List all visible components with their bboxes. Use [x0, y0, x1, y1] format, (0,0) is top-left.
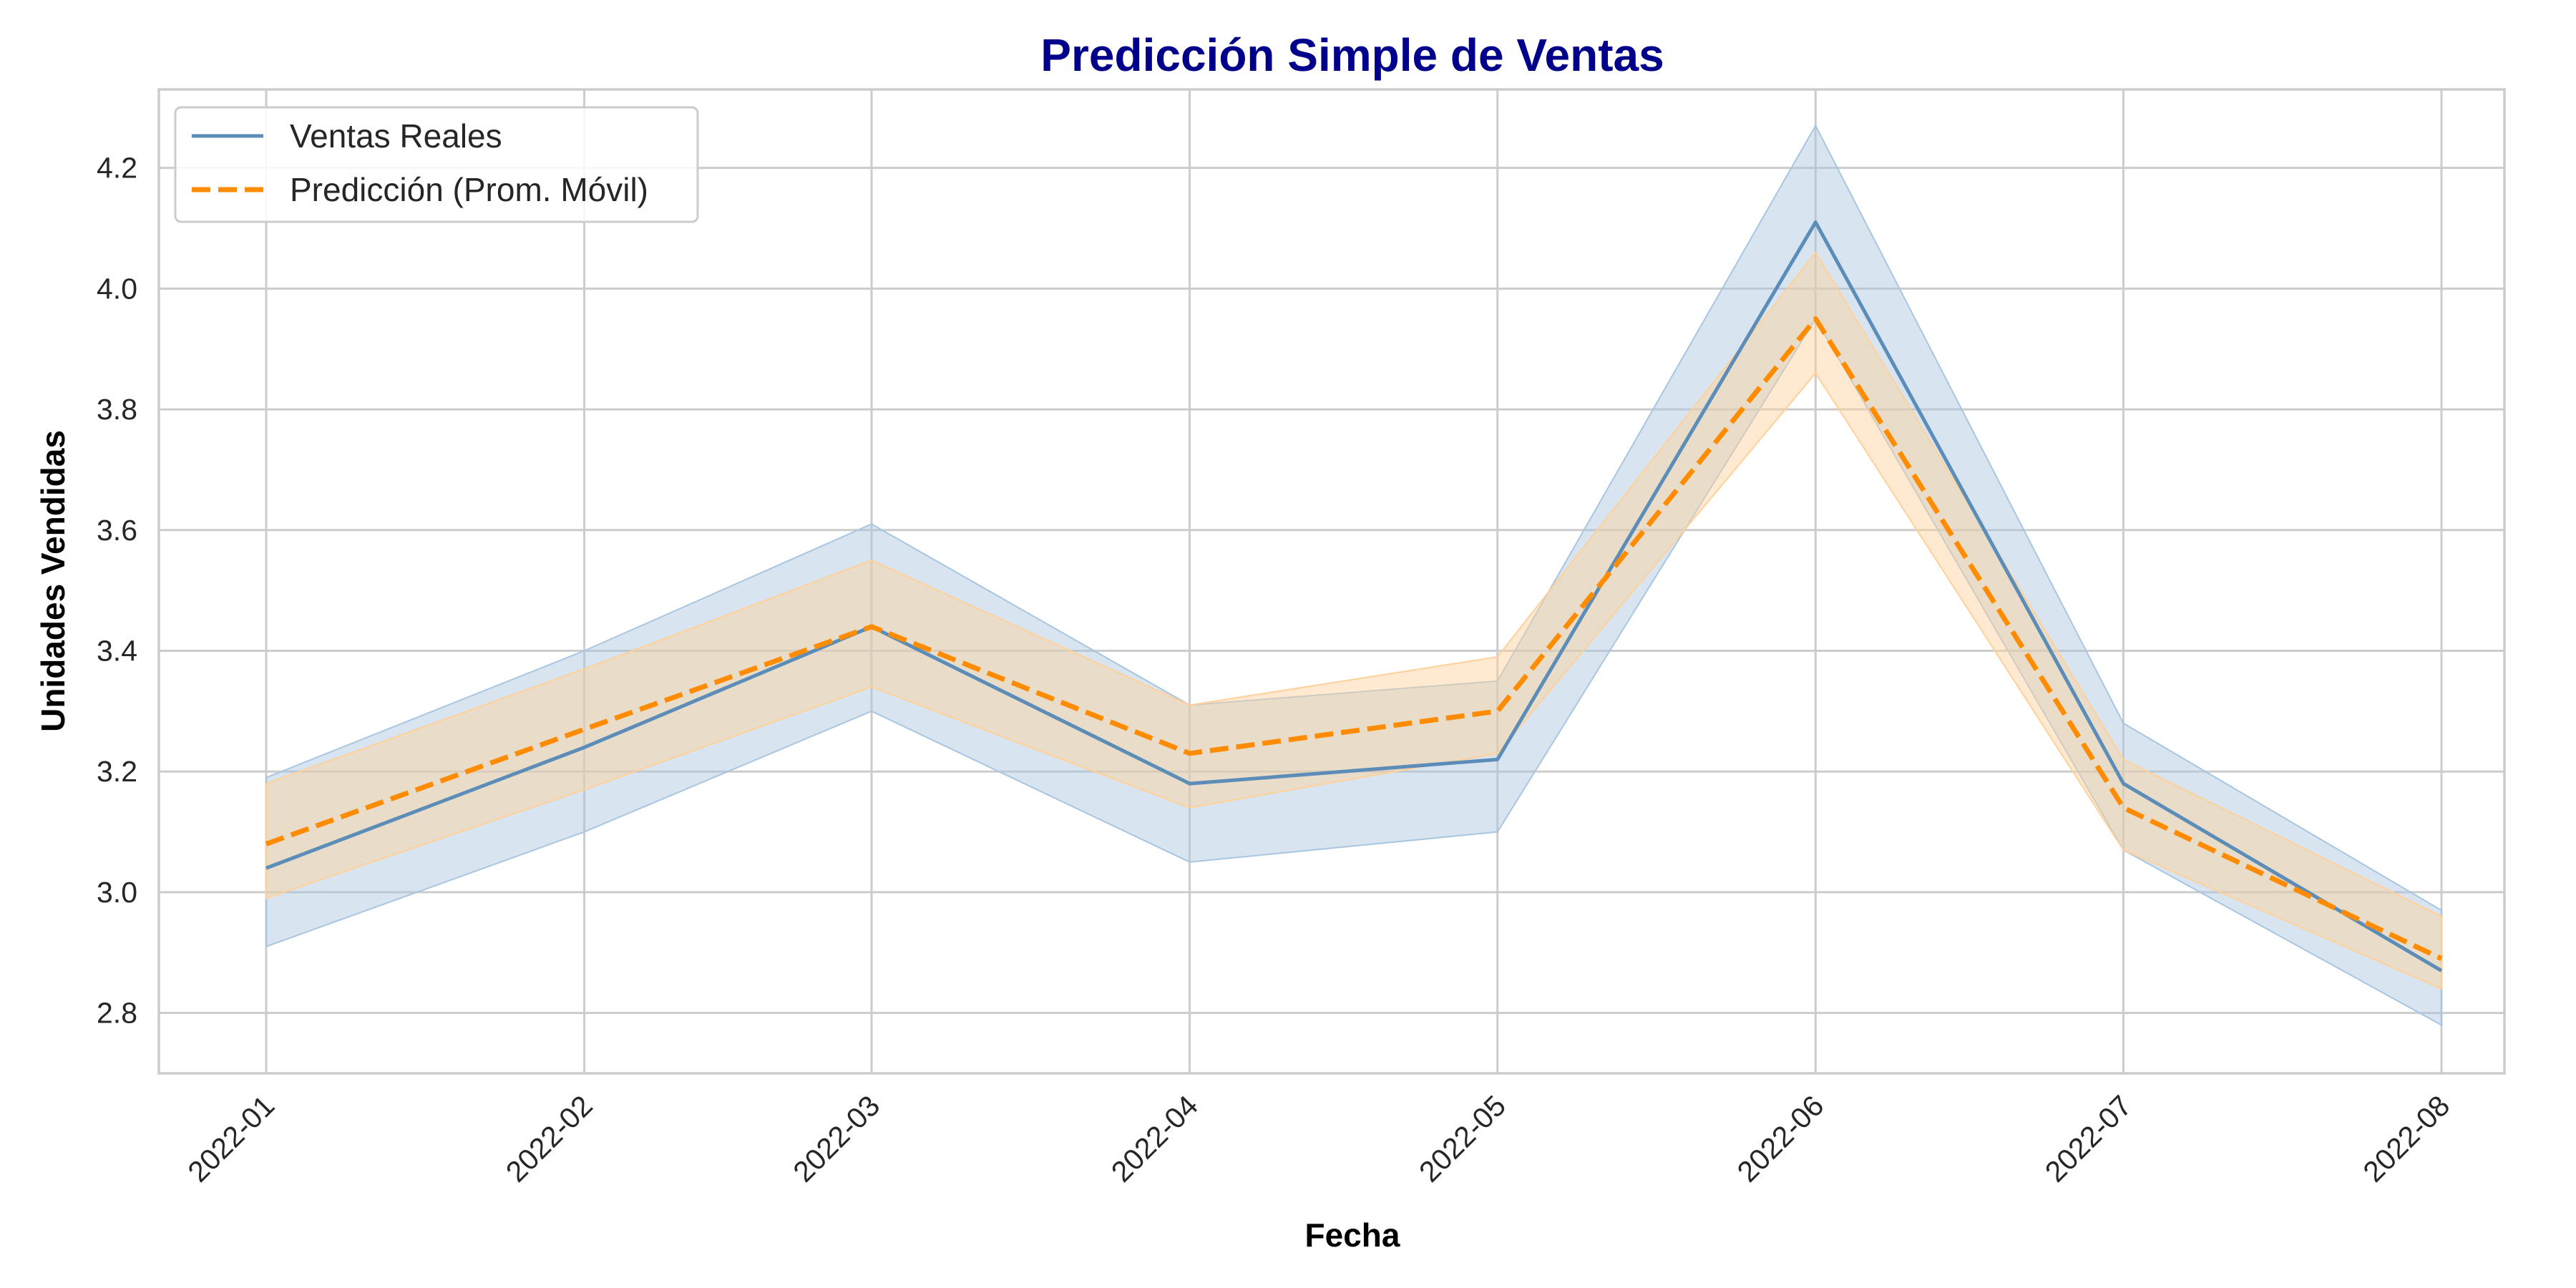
legend-label-prediccion: Predicción (Prom. Móvil) [290, 171, 648, 208]
y-tick-label: 2.8 [97, 997, 137, 1030]
plot-frame [157, 88, 2506, 1075]
point-series-0 [265, 867, 267, 869]
point-series-0 [2122, 783, 2124, 784]
point-series-1 [871, 626, 872, 628]
point-series-1 [1497, 711, 1498, 712]
y-axis-ticks: 2.8 3.0 3.2 3.4 3.6 3.8 4.0 4.2 [97, 152, 137, 1030]
point-series-0 [2441, 970, 2442, 972]
x-axis-label: Fecha [1305, 1216, 1400, 1254]
series-lines [265, 220, 2443, 972]
point-series-1 [2441, 958, 2442, 960]
point-series-1 [584, 728, 585, 730]
legend-label-ventas-reales: Ventas Reales [290, 117, 502, 155]
y-tick-label: 3.4 [97, 635, 137, 668]
legend: Ventas Reales Predicción (Prom. Móvil) [174, 106, 699, 223]
y-tick-label: 3.2 [97, 755, 137, 788]
point-series-0 [1497, 758, 1498, 760]
point-series-0 [584, 746, 585, 748]
point-series-1 [265, 843, 267, 844]
point-series-1 [1815, 318, 1816, 320]
band-series-1 [265, 251, 2442, 990]
y-axis-label: Unidades Vendidas [34, 430, 72, 732]
point-series-0 [1189, 783, 1191, 784]
point-series-1 [1189, 753, 1191, 754]
y-tick-label: 3.0 [97, 876, 137, 909]
point-series-1 [2122, 807, 2124, 809]
legend-box [174, 106, 699, 223]
y-tick-label: 3.6 [97, 514, 137, 547]
y-tick-label: 4.2 [97, 152, 137, 185]
confidence-bands [265, 124, 2442, 1027]
line-series-0 [265, 220, 2443, 972]
y-tick-label: 4.0 [97, 272, 137, 305]
y-tick-label: 3.8 [97, 393, 137, 426]
band-series-0 [265, 124, 2442, 1027]
line-series-1 [265, 316, 2443, 961]
point-series-0 [1815, 222, 1816, 223]
chart-title: Predicción Simple de Ventas [1040, 29, 1664, 81]
